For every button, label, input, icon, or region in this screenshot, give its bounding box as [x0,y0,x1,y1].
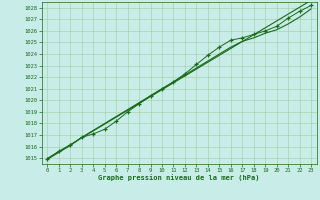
X-axis label: Graphe pression niveau de la mer (hPa): Graphe pression niveau de la mer (hPa) [99,175,260,181]
